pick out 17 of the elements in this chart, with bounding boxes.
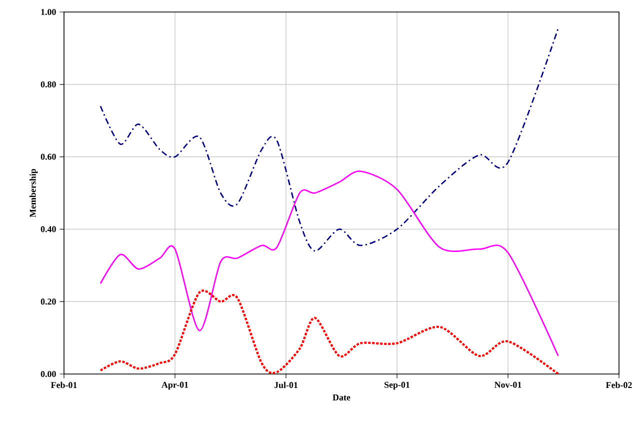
x-tick-label: Feb-01 xyxy=(50,382,77,388)
x-tick-label: Sep-01 xyxy=(384,382,410,390)
y-tick-label: 0.80 xyxy=(40,81,56,88)
line-series xyxy=(100,28,559,252)
x-tick-label: Jul-01 xyxy=(274,382,298,388)
y-tick-label: 0.60 xyxy=(40,154,56,160)
x-tick-label: Apr-01 xyxy=(162,382,188,390)
y-axis-title: Membership xyxy=(30,168,38,218)
line-series xyxy=(100,170,559,357)
y-tick-label: 1.00 xyxy=(41,8,56,16)
line-series xyxy=(99,290,560,374)
x-tick-label: Feb-02 xyxy=(606,382,632,388)
y-tick-label: 0.20 xyxy=(40,298,56,305)
x-axis-title: Date xyxy=(332,394,350,400)
y-tick-label: 0.00 xyxy=(40,370,56,378)
x-tick-label: Nov-01 xyxy=(494,382,522,388)
y-tick-label: 0.40 xyxy=(40,226,56,232)
